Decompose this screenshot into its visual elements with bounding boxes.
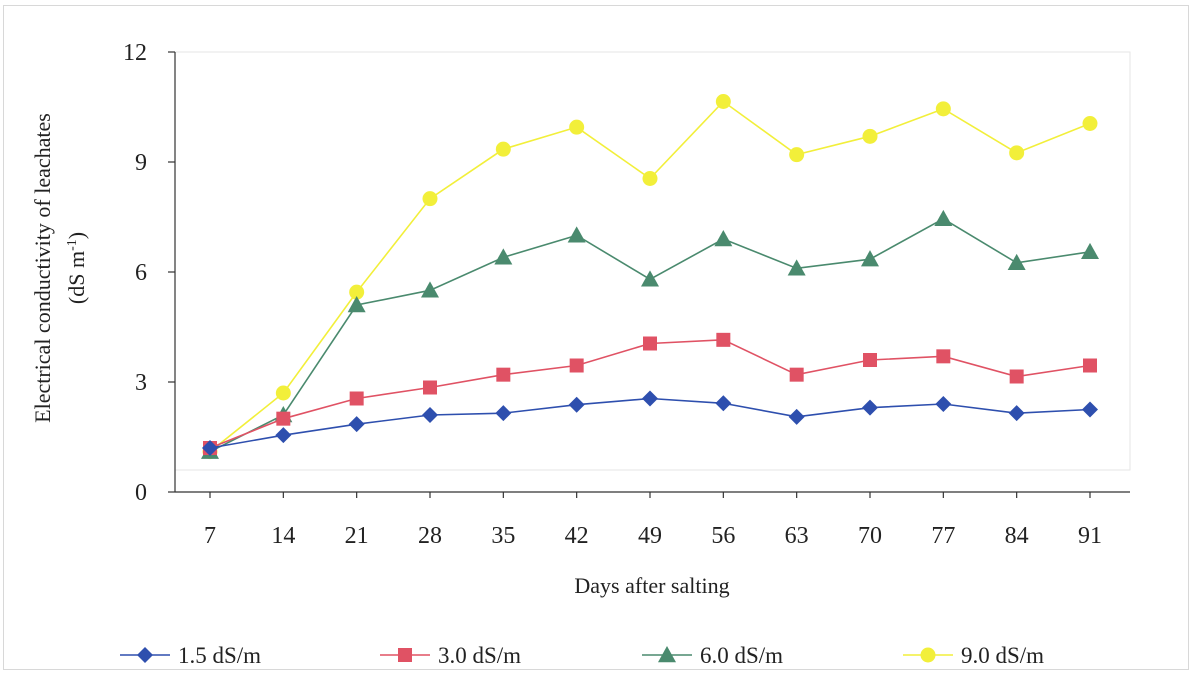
y-tick-label: 6	[135, 260, 147, 286]
chart-frame	[3, 5, 1189, 670]
y-axis-title: Electrical conductivity of leachates	[30, 113, 55, 423]
data-point-square	[276, 411, 291, 426]
legend-item: 1.5 dS/m	[120, 643, 261, 668]
data-point-triangle	[861, 250, 879, 267]
y-axis-title-units: (dS m-1)	[64, 232, 89, 304]
y-tick-label: 0	[135, 480, 147, 506]
data-point-square	[936, 349, 951, 364]
data-point-circle	[1009, 145, 1025, 161]
data-point-circle	[422, 191, 438, 207]
data-point-diamond	[788, 408, 805, 425]
x-axis-title: Days after salting	[574, 573, 729, 598]
y-tick-label: 9	[135, 150, 147, 176]
data-point-triangle	[787, 259, 806, 276]
plot-area	[174, 51, 1131, 471]
data-point-square	[716, 332, 731, 347]
data-point-square	[789, 367, 804, 382]
legend-marker-circle	[920, 647, 936, 663]
data-point-diamond	[862, 399, 878, 416]
data-point-diamond	[422, 407, 438, 423]
data-point-circle	[569, 119, 585, 135]
data-point-diamond	[1008, 405, 1025, 422]
legend-label: 3.0 dS/m	[438, 643, 521, 668]
data-point-diamond	[348, 416, 365, 433]
data-point-square	[496, 367, 511, 382]
y-tick-label: 12	[123, 40, 147, 66]
data-point-diamond	[642, 390, 658, 407]
x-tick-label: 77	[931, 523, 955, 549]
data-point-diamond	[1082, 401, 1098, 418]
legend-label: 1.5 dS/m	[178, 643, 261, 668]
data-point-triangle	[714, 230, 733, 247]
data-point-circle	[275, 385, 291, 401]
y-tick-label: 3	[135, 370, 147, 396]
data-point-triangle	[641, 270, 659, 287]
x-tick-label: 56	[711, 523, 735, 549]
series-line	[209, 217, 1091, 453]
x-tick-label: 84	[1005, 523, 1029, 549]
x-tick-label: 70	[858, 523, 882, 549]
x-tick-label: 28	[418, 523, 442, 549]
data-point-circle	[862, 128, 878, 144]
data-point-triangle	[347, 296, 366, 313]
data-point-circle	[349, 284, 365, 300]
series-layer	[201, 94, 1099, 460]
x-tick-label: 49	[638, 523, 662, 549]
series-triangle	[201, 209, 1099, 459]
data-point-square	[423, 380, 437, 395]
data-point-triangle	[421, 281, 439, 298]
data-point-triangle	[1007, 253, 1026, 271]
data-point-circle	[715, 94, 731, 109]
data-point-circle	[495, 141, 511, 157]
x-tick-label: 42	[565, 523, 589, 549]
data-point-circle	[789, 147, 805, 163]
data-point-triangle	[567, 226, 586, 243]
data-point-square	[349, 391, 364, 406]
x-tick-label: 35	[491, 523, 515, 549]
legend-marker-diamond	[137, 647, 153, 663]
data-point-circle	[642, 171, 658, 186]
data-point-triangle	[494, 248, 513, 265]
data-point-triangle	[1081, 242, 1099, 260]
data-point-diamond	[715, 395, 732, 412]
data-point-diamond	[202, 440, 218, 456]
data-point-triangle	[934, 209, 953, 227]
data-point-square	[1009, 369, 1024, 384]
series-diamond	[202, 390, 1098, 456]
legend-item: 9.0 dS/m	[903, 643, 1044, 668]
legend-marker-square	[398, 648, 412, 662]
x-tick-label: 91	[1078, 523, 1102, 549]
svg-text:(dS m-1): (dS m-1)	[64, 232, 89, 304]
data-point-diamond	[495, 405, 512, 422]
axes: 0 3 6 9 12 7 14 21 28 35 42 49 56 63 70 77 84 91	[123, 40, 1130, 549]
legend-label: 6.0 dS/m	[700, 643, 783, 668]
data-point-diamond	[935, 396, 952, 412]
data-point-diamond	[568, 396, 585, 413]
data-point-square	[863, 353, 877, 367]
legend-item: 6.0 dS/m	[642, 643, 783, 668]
svg-text:Electrical conductivity of lea: Electrical conductivity of leachates	[30, 113, 55, 423]
data-point-circle	[1082, 116, 1098, 131]
data-point-square	[643, 336, 657, 351]
legend-marker-triangle	[658, 646, 676, 663]
data-point-diamond	[275, 427, 292, 444]
legend: 1.5 dS/m 3.0 dS/m 6.0 dS/m 9.0 dS/m	[120, 643, 1044, 668]
x-tick-label: 21	[345, 523, 369, 549]
data-point-square	[1083, 358, 1097, 373]
legend-label: 9.0 dS/m	[961, 643, 1044, 668]
legend-item: 3.0 dS/m	[380, 643, 521, 668]
x-tick-label: 14	[271, 523, 295, 549]
x-tick-label: 63	[785, 523, 809, 549]
data-point-square	[569, 358, 584, 373]
x-tick-label: 7	[204, 523, 216, 549]
data-point-circle	[935, 101, 951, 117]
